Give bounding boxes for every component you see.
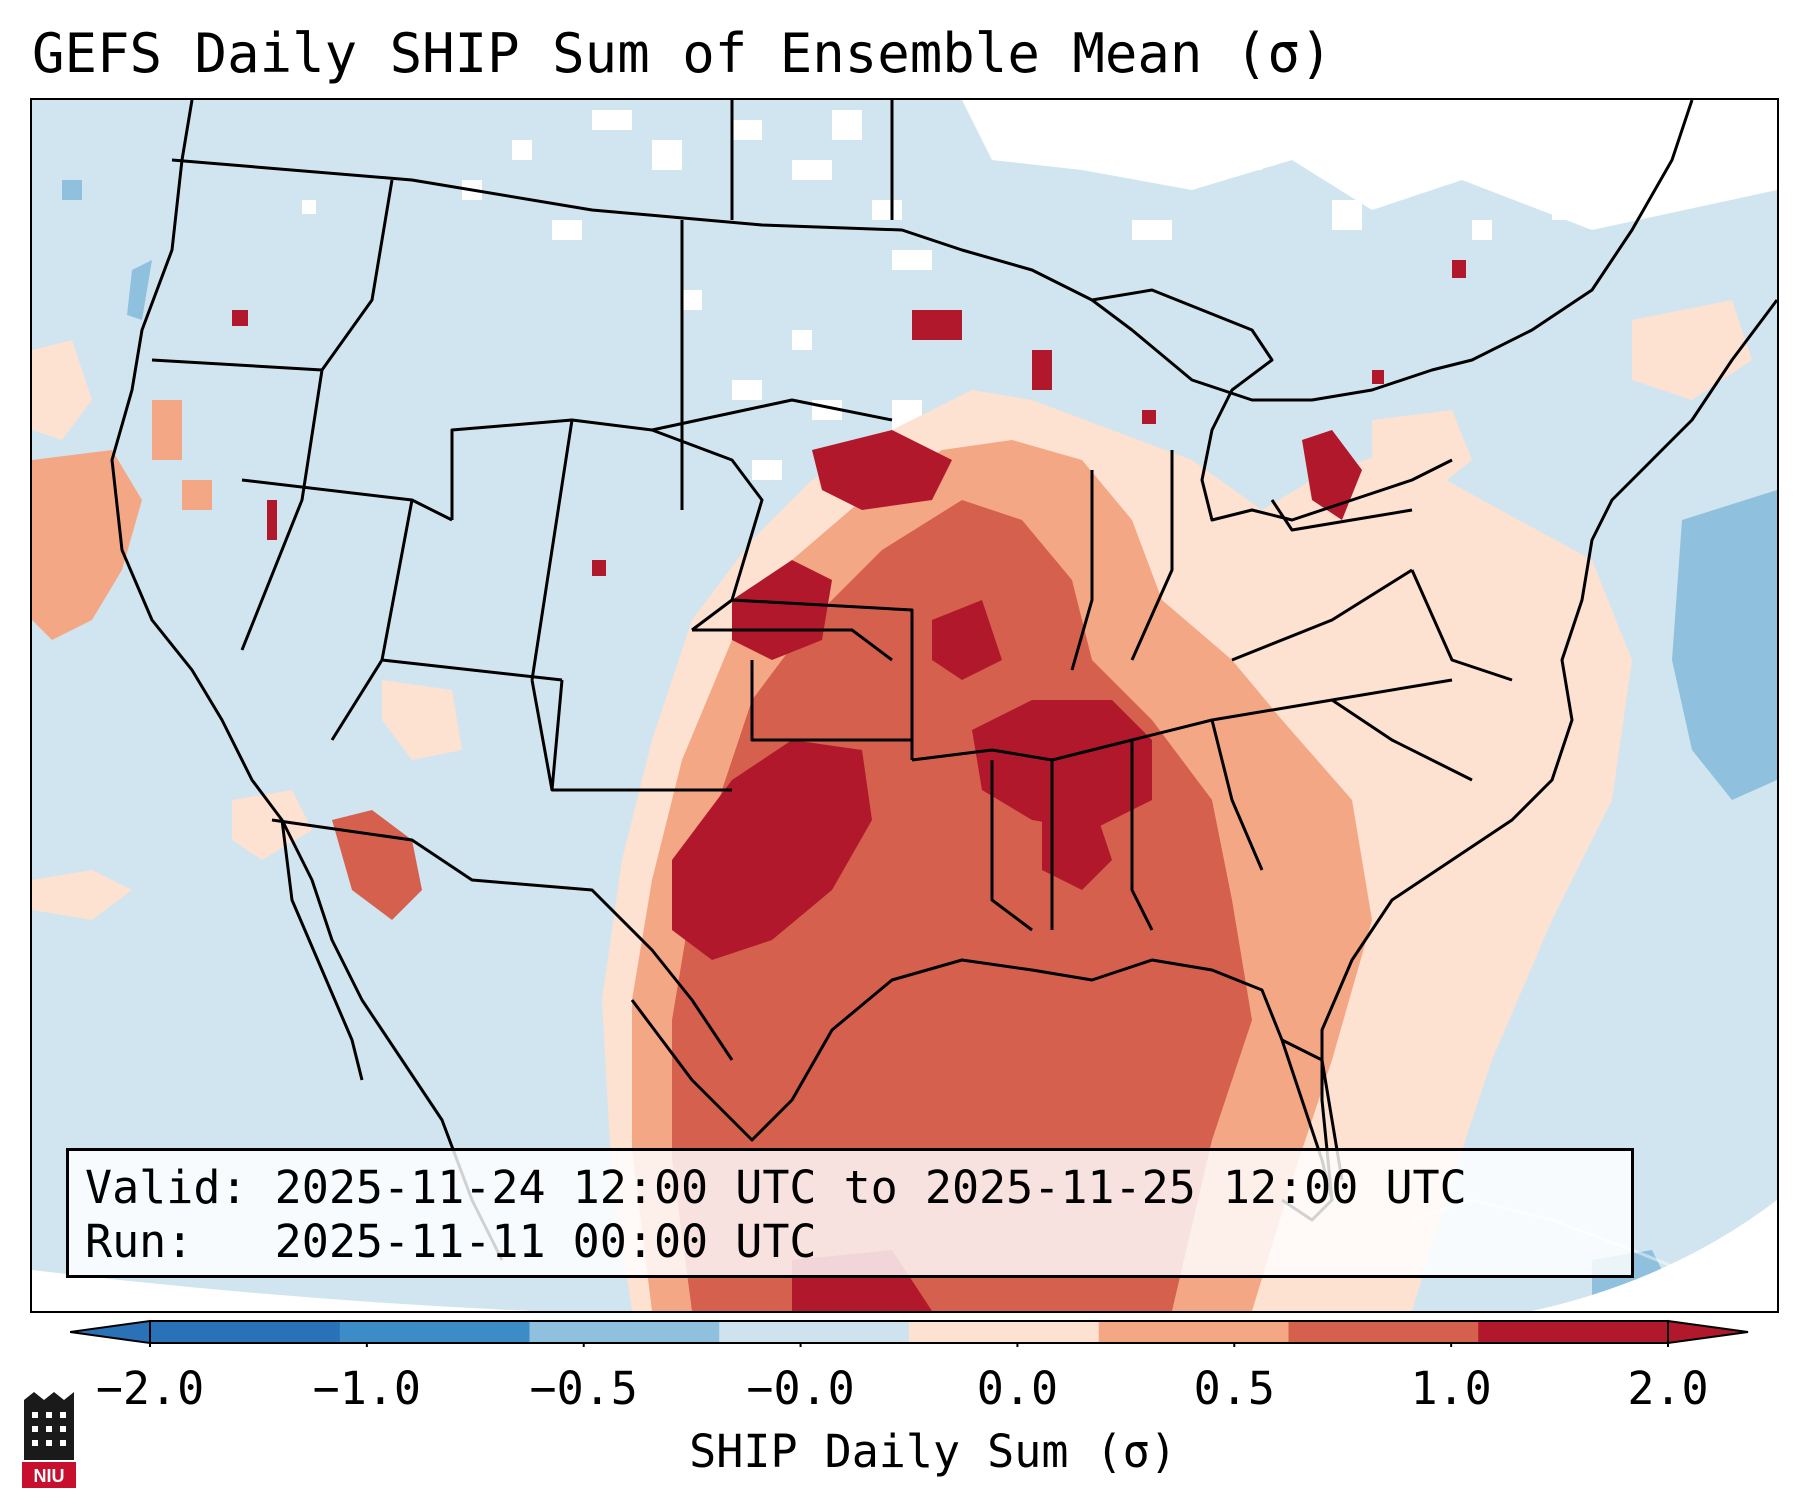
colorbar-extend-low xyxy=(70,1319,151,1345)
niu-logo: NIU xyxy=(22,1392,76,1488)
colorbar-outline xyxy=(149,1320,1669,1344)
state-lines-east xyxy=(1070,450,1513,782)
colorbar-segment xyxy=(150,1321,341,1343)
colorbar-segment xyxy=(1288,1321,1479,1343)
colorbar-tick-label: 0.0 xyxy=(976,1362,1059,1415)
colorbar-tick-label: −1.0 xyxy=(312,1362,422,1415)
colorbar-label: SHIP Daily Sum (σ) xyxy=(689,1425,1177,1478)
colorbar-segment xyxy=(909,1321,1100,1343)
valid-value: 2025-11-24 12:00 UTC to 2025-11-25 12:00… xyxy=(274,1161,1467,1214)
colorbar-tick-label: 1.0 xyxy=(1410,1362,1492,1415)
map-panel xyxy=(30,98,1779,1313)
colorbar-segment xyxy=(1478,1321,1669,1343)
colorbar xyxy=(70,1319,1749,1347)
valid-run-info-box: Valid: 2025-11-24 12:00 UTC to 2025-11-2… xyxy=(66,1148,1634,1278)
colorbar-segment xyxy=(1098,1321,1289,1343)
pacific-cool-cells xyxy=(127,260,152,320)
run-value: 2025-11-11 00:00 UTC xyxy=(274,1215,817,1268)
colorbar-tick-label: 2.0 xyxy=(1627,1362,1709,1415)
sparse-blank-cells xyxy=(302,110,1672,530)
logo-windows xyxy=(32,1412,66,1446)
valid-line: Valid: 2025-11-24 12:00 UTC to 2025-11-2… xyxy=(85,1161,1615,1215)
colorbar-segment xyxy=(529,1321,720,1343)
canada-us-border xyxy=(171,100,1694,402)
map-title: GEFS Daily SHIP Sum of Ensemble Mean (σ) xyxy=(32,22,1333,85)
west-coast-warm-cells xyxy=(32,400,212,640)
projection-edge-blank-left xyxy=(32,1270,532,1311)
colorbar-tick-label: 0.5 xyxy=(1193,1362,1275,1415)
logo-badge xyxy=(22,1462,76,1488)
run-label: Run: xyxy=(85,1215,194,1268)
valid-label: Valid: xyxy=(85,1161,248,1214)
pacific-cool-cell xyxy=(62,180,82,200)
baja-peninsula xyxy=(280,819,364,1081)
map-canvas xyxy=(32,100,1777,1311)
colorbar-extend-high xyxy=(1667,1319,1749,1345)
projection-edge-blank xyxy=(1532,1200,1777,1311)
run-line: Run: 2025-11-11 00:00 UTC xyxy=(85,1215,1615,1269)
colorbar-tick-label: −0.5 xyxy=(529,1362,638,1415)
colorbar-segment xyxy=(719,1321,910,1343)
state-lines-central xyxy=(651,100,1453,932)
pacific-light-warm-cells xyxy=(32,300,1752,920)
atlantic-cool-anomaly xyxy=(1672,490,1777,800)
atlantic-coastline xyxy=(1320,299,1777,1201)
colorbar-segments xyxy=(70,1319,1749,1347)
us-mexico-border xyxy=(271,818,734,1061)
colorbar-tick-label: −2.0 xyxy=(95,1362,205,1415)
colorbar-tick-label: −0.0 xyxy=(746,1362,855,1415)
upper-canada-blank-area xyxy=(962,100,1777,230)
logo-text: NIU xyxy=(34,1466,65,1486)
colorbar-segment xyxy=(339,1321,530,1343)
great-lakes xyxy=(1091,288,1453,522)
pacific-coastline xyxy=(110,100,504,1261)
state-lines-west xyxy=(151,179,893,792)
warm-anomaly-extreme xyxy=(232,260,1466,1311)
